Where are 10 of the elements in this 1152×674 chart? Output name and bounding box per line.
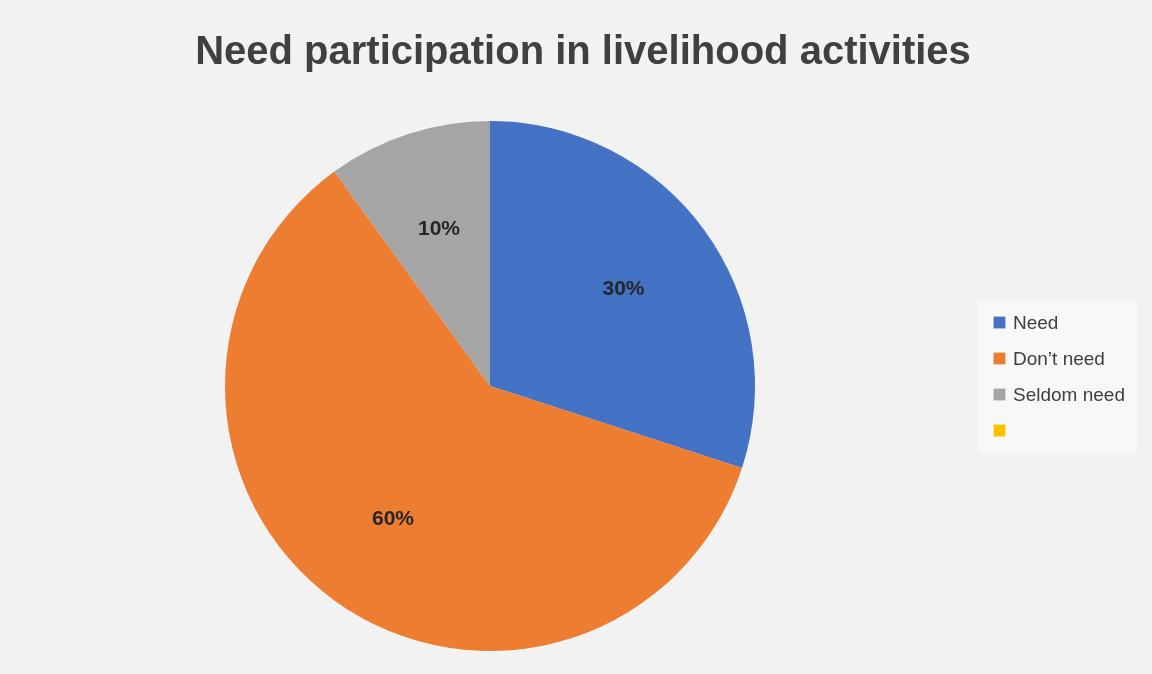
legend-label: Seldom need bbox=[1013, 383, 1125, 405]
data-label: 60% bbox=[372, 506, 415, 530]
pie-slice bbox=[490, 121, 755, 468]
pie-slice bbox=[334, 121, 490, 386]
chart-title: Need participation in livelihood activities bbox=[195, 28, 971, 72]
data-label: 30% bbox=[602, 276, 645, 300]
data-label: 10% bbox=[418, 216, 461, 240]
legend-label: Need bbox=[1013, 311, 1059, 333]
pie-slice bbox=[225, 171, 743, 651]
legend-label: Don’t need bbox=[1013, 347, 1105, 369]
